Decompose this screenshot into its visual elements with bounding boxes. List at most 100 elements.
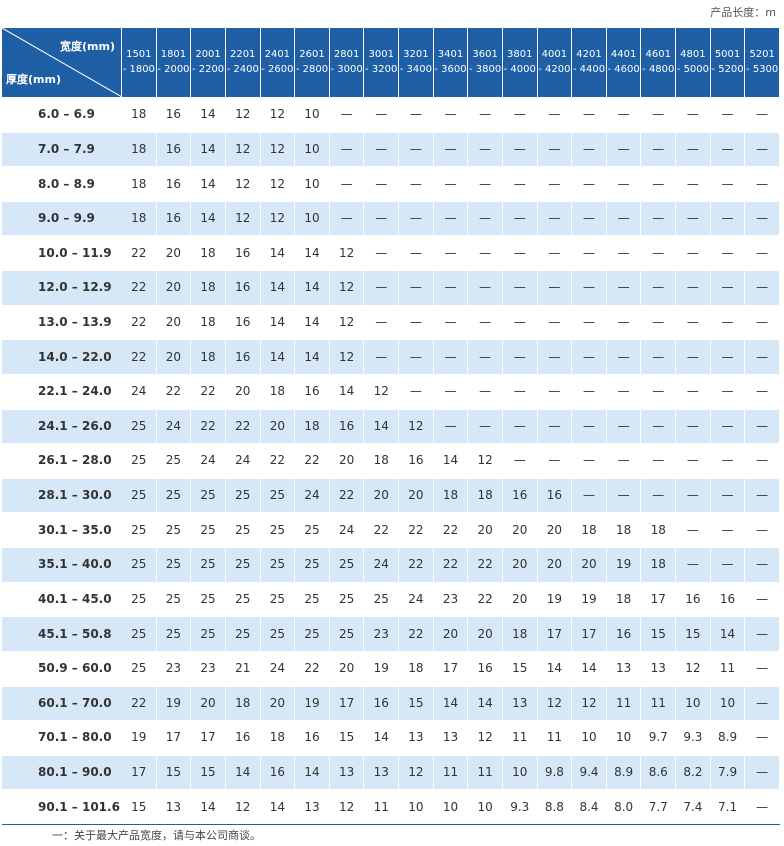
table-cell: — xyxy=(641,373,677,409)
column-header: 1501 - 1800 xyxy=(122,28,157,97)
table-cell: — xyxy=(399,339,434,374)
table-cell: 17 xyxy=(330,685,365,721)
table-cell: 12 xyxy=(226,789,261,824)
table-cell: 20 xyxy=(538,512,573,548)
table-cell: 9.4 xyxy=(572,754,607,790)
table-cell: 10 xyxy=(399,789,434,824)
table-cell: — xyxy=(745,408,780,444)
table-cell: — xyxy=(711,547,746,582)
table-cell: 22 xyxy=(330,477,365,513)
table-cell: — xyxy=(607,339,642,374)
row-label: 45.1 – 50.8 xyxy=(38,626,112,641)
footnote: 一：关于最大产品宽度，请与本公司商谈。 xyxy=(52,829,261,842)
column-header: 2601 - 2800 xyxy=(295,28,330,97)
row-band xyxy=(2,547,780,582)
table-cell: — xyxy=(468,339,503,374)
table-cell: 24 xyxy=(399,581,434,617)
table-cell: 18 xyxy=(261,720,296,755)
table-cell: 14 xyxy=(711,616,746,651)
table-cell: 13 xyxy=(399,720,434,755)
table-cell: 11 xyxy=(607,685,642,721)
table-cell: — xyxy=(676,166,711,201)
column-header: 2001 - 2200 xyxy=(191,28,226,97)
table-cell: — xyxy=(711,97,746,132)
column-header-line: 2001 xyxy=(195,49,221,60)
table-cell: 25 xyxy=(261,581,296,617)
table-cell: — xyxy=(468,200,503,236)
table-cell: 22 xyxy=(157,373,192,409)
row-label: 50.9 – 60.0 xyxy=(38,661,112,676)
table-cell: 25 xyxy=(261,477,296,513)
table-cell: 18 xyxy=(572,512,607,548)
table-cell: 16 xyxy=(711,581,746,617)
table-cell: 8.4 xyxy=(572,789,607,824)
column-header-line: 3201 xyxy=(403,49,429,60)
table-cell: — xyxy=(399,304,434,340)
table-cell: 16 xyxy=(226,304,261,340)
table-cell: — xyxy=(538,166,573,201)
table-cell: — xyxy=(503,235,538,271)
table-cell: — xyxy=(745,512,780,548)
column-header-line: 1801 xyxy=(160,49,187,60)
column-header-line: - 2800 xyxy=(295,64,329,75)
table-cell: 10 xyxy=(434,789,469,824)
table-cell: 25 xyxy=(157,581,192,617)
table-cell: 14 xyxy=(330,373,365,409)
table-cell: — xyxy=(607,235,642,271)
table-cell: 18 xyxy=(364,443,400,478)
table-cell: — xyxy=(503,339,538,374)
row-label: 22.1 – 24.0 xyxy=(38,384,112,399)
table-cell: — xyxy=(399,97,434,132)
table-cell: 14 xyxy=(538,650,573,686)
column-header-line: - 2600 xyxy=(261,64,294,75)
table-cell: — xyxy=(676,131,711,167)
column-header-line: - 5000 xyxy=(676,64,710,75)
table-cell: 20 xyxy=(261,685,296,721)
table-cell: 25 xyxy=(191,477,226,513)
table-cell: 10 xyxy=(676,685,711,721)
table-cell: — xyxy=(572,304,607,340)
table-cell: 19 xyxy=(122,720,157,755)
column-header-line: - 5300 xyxy=(746,64,779,75)
table-cell: 20 xyxy=(157,339,192,374)
table-cell: 11 xyxy=(641,685,677,721)
column-header: 4001 - 4200 xyxy=(537,28,573,97)
table-cell: — xyxy=(745,443,780,478)
table-cell: — xyxy=(641,166,677,201)
table-cell: 8.8 xyxy=(538,789,573,824)
table-cell: — xyxy=(607,304,642,340)
row-label: 6.0 – 6.9 xyxy=(38,107,95,122)
table-cell: — xyxy=(711,443,746,478)
table-cell: — xyxy=(503,304,538,340)
column-header: 2201 - 2400 xyxy=(225,28,261,97)
row-band xyxy=(2,304,780,340)
table-cell: 18 xyxy=(191,270,226,305)
table-cell: — xyxy=(468,166,503,201)
table-cell: 17 xyxy=(572,616,607,651)
table-cell: 14 xyxy=(295,270,330,305)
column-header-line: - 3200 xyxy=(365,64,398,75)
row-band xyxy=(2,166,780,201)
table-cell: — xyxy=(538,408,573,444)
table-cell: 20 xyxy=(157,235,192,271)
table-cell: 13 xyxy=(364,754,400,790)
table-cell: — xyxy=(711,166,746,201)
table-cell: 18 xyxy=(122,166,157,201)
table-cell: 22 xyxy=(399,512,434,548)
table-cell: 13 xyxy=(295,789,330,824)
row-label: 40.1 – 45.0 xyxy=(38,591,112,606)
table-cell: — xyxy=(745,235,780,271)
column-header: 4601 - 4800 xyxy=(641,28,677,97)
table-cell: — xyxy=(711,339,746,374)
table-cell: — xyxy=(538,200,573,236)
column-header: 3801 - 4000 xyxy=(502,28,538,97)
table-cell: 24 xyxy=(122,373,157,409)
row-label: 80.1 – 90.0 xyxy=(38,765,112,780)
column-header-line: 3001 xyxy=(368,49,394,60)
table-cell: 25 xyxy=(226,581,261,617)
table-cell: 18 xyxy=(295,408,330,444)
table-cell: 14 xyxy=(191,166,226,201)
table-cell: 25 xyxy=(122,547,157,582)
row-label: 10.0 – 11.9 xyxy=(38,245,112,260)
table-cell: 12 xyxy=(330,270,365,305)
